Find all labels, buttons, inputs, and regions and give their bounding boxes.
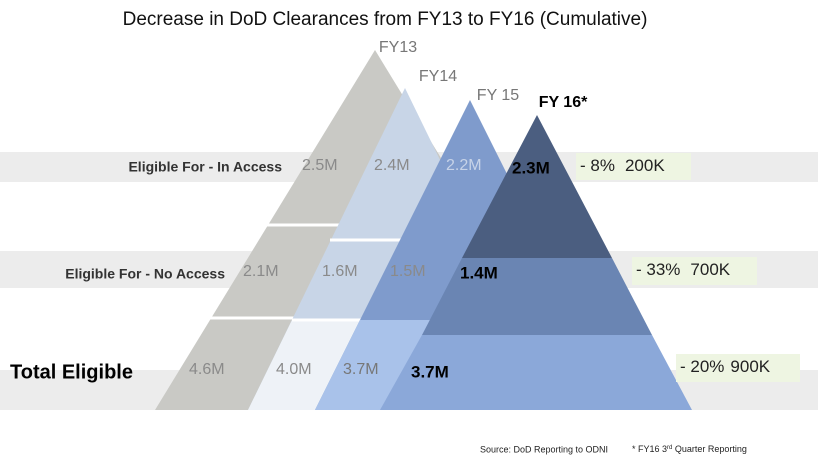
row-label: Eligible For - No Access: [65, 266, 225, 282]
pyramid-fy16-mid: [422, 258, 652, 335]
value: 4.6M: [189, 361, 225, 378]
value: 2.2M: [446, 157, 482, 174]
change-bg: [576, 153, 691, 180]
footnote-suffix: Quarter Reporting: [672, 444, 747, 454]
change-pct: - 33%: [636, 260, 680, 279]
change-pct: - 8%: [580, 156, 615, 175]
pyramid-label: FY13: [379, 39, 417, 56]
value: 2.1M: [243, 263, 279, 280]
value: 1.6M: [322, 263, 358, 280]
value: 4.0M: [276, 361, 312, 378]
value: 3.7M: [411, 362, 449, 381]
pyramid-fy16-top: [462, 115, 612, 258]
value: 3.7M: [343, 361, 379, 378]
value: 2.4M: [374, 157, 410, 174]
change-bg: [632, 257, 757, 285]
pyramid-label: FY 16*: [539, 94, 588, 111]
change-bg: [676, 354, 800, 382]
source: Source: DoD Reporting to ODNI: [480, 444, 608, 454]
footnote-prefix: * FY16 3: [632, 444, 667, 454]
row-label: Eligible For - In Access: [128, 159, 282, 175]
pyramid-label: FY14: [419, 68, 457, 85]
value: 1.4M: [460, 263, 498, 282]
change-amount: 200K: [625, 156, 665, 175]
row-label: Total Eligible: [10, 361, 133, 383]
change: - 20% 900K: [680, 357, 771, 376]
change-amount: 700K: [690, 260, 730, 279]
footnote: * FY16 3rd Quarter Reporting: [632, 444, 747, 454]
footnote-sup: rd: [667, 445, 672, 451]
value: 1.5M: [390, 263, 426, 280]
change: - 8% 200K: [580, 156, 665, 175]
value: 2.5M: [302, 157, 338, 174]
pyramid-label: FY 15: [477, 87, 520, 104]
change: - 33% 700K: [636, 260, 731, 279]
title: Decrease in DoD Clearances from FY13 to …: [123, 9, 648, 30]
value: 2.3M: [512, 158, 550, 177]
change-amount: 900K: [730, 357, 770, 376]
change-pct: - 20%: [680, 357, 724, 376]
pyramid-fy16-bottom: [380, 335, 692, 410]
